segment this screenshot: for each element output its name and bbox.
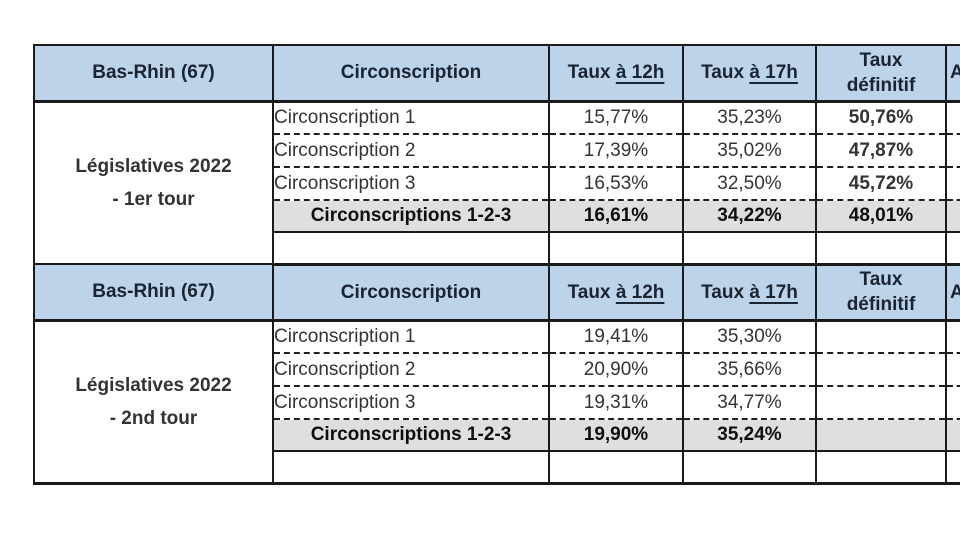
taux-12h-header-time: à 12h <box>615 281 665 303</box>
partial-column-cell <box>945 200 960 233</box>
taux-17h-cell: 32,50% <box>682 167 817 201</box>
taux-definitif-header-cell: Taux définitif <box>815 263 947 322</box>
summary-row: Circonscriptions 1-2-3 16,61% 34,22% 48,… <box>34 200 960 233</box>
spacer-cell <box>548 451 684 485</box>
taux-17h-cell: 34,77% <box>682 386 817 420</box>
spacer-cell <box>945 451 960 485</box>
data-row: Législatives 2022 - 2nd tour Circonscrip… <box>33 320 960 484</box>
election-label-cell: Législatives 2022 - 1er tour <box>33 101 274 265</box>
taux-definitif-header-cell: Taux définitif <box>815 44 947 103</box>
turnout-table-grid: Bas-Rhin (67) Circonscription Taux à 12h… <box>33 44 960 485</box>
partial-column-cell <box>945 353 960 387</box>
spacer-cell <box>945 232 960 266</box>
summary-row: Circonscriptions 1-2-3 19,90% 35,24% <box>34 419 960 452</box>
taux-definitif-cell <box>815 386 947 420</box>
circonscription-cell: Circonscription 1 <box>272 101 550 135</box>
taux-definitif-header-line2: définitif <box>846 294 916 315</box>
taux-12h-header-time: à 12h <box>615 62 665 84</box>
taux-definitif-header-line1: Taux <box>859 49 903 71</box>
taux-definitif-cell <box>815 353 947 387</box>
taux-12h-header-prefix: Taux <box>567 62 611 84</box>
taux-17h-header-prefix: Taux <box>701 281 745 303</box>
taux-17h-cell: 35,30% <box>682 320 817 354</box>
taux-12h-cell: 15,77% <box>548 101 684 135</box>
circonscription-cell: Circonscription 3 <box>272 167 550 201</box>
taux-12h-cell: 17,39% <box>548 134 684 168</box>
election-title: Législatives 2022 <box>75 374 232 396</box>
taux-definitif-header-line1: Taux <box>859 269 903 290</box>
taux-17h-cell: 35,02% <box>682 134 817 168</box>
data-row: Circonscription 2 17,39% 35,02% 47,87% <box>34 134 960 168</box>
spacer-cell <box>272 451 550 485</box>
taux-definitif-cell: 47,87% <box>815 134 947 168</box>
spacer-cell <box>682 232 817 266</box>
data-row: Circonscription 2 20,90% 35,66% <box>34 353 960 387</box>
partial-column-cell <box>945 101 960 135</box>
circonscription-cell: Circonscription 3 <box>272 386 550 420</box>
summary-taux-definitif-cell <box>815 419 947 452</box>
spacer-cell <box>815 232 947 266</box>
data-row: Législatives 2022 - 1er tour Circonscrip… <box>33 101 960 265</box>
spacer-cell <box>272 232 550 266</box>
summary-taux-12h-cell: 16,61% <box>548 200 684 233</box>
circonscription-header-cell: Circonscription <box>272 263 550 322</box>
circonscription-cell: Circonscription 2 <box>272 134 550 168</box>
taux-17h-header-prefix: Taux <box>701 62 745 84</box>
summary-taux-17h-cell: 35,24% <box>682 419 817 452</box>
partial-column-header-cell: A <box>945 263 960 322</box>
spacer-cell <box>548 232 684 266</box>
summary-taux-17h-cell: 34,22% <box>682 200 817 233</box>
taux-17h-cell: 35,23% <box>682 101 817 135</box>
taux-definitif-header-line2: définitif <box>846 74 916 96</box>
data-row: Circonscription 3 16,53% 32,50% 45,72% <box>34 167 960 201</box>
partial-column-cell <box>945 419 960 452</box>
taux-definitif-cell: 50,76% <box>815 101 947 135</box>
taux-12h-header-cell: Taux à 12h <box>548 44 684 103</box>
region-header-cell: Bas-Rhin (67) <box>33 263 274 322</box>
taux-12h-cell: 16,53% <box>548 167 684 201</box>
taux-17h-header-cell: Taux à 17h <box>682 263 817 322</box>
taux-12h-header-cell: Taux à 12h <box>548 263 684 322</box>
taux-definitif-cell: 45,72% <box>815 167 947 201</box>
spacer-cell <box>815 451 947 485</box>
region-header-cell: Bas-Rhin (67) <box>33 44 274 103</box>
taux-12h-cell: 19,31% <box>548 386 684 420</box>
turnout-table: Bas-Rhin (67) Circonscription Taux à 12h… <box>33 44 960 514</box>
partial-column-cell <box>945 134 960 168</box>
taux-12h-cell: 20,90% <box>548 353 684 387</box>
taux-17h-cell: 35,66% <box>682 353 817 387</box>
taux-12h-header-prefix: Taux <box>567 281 611 303</box>
header-row-round2: Bas-Rhin (67) Circonscription Taux à 12h… <box>33 263 960 322</box>
header-row-round1: Bas-Rhin (67) Circonscription Taux à 12h… <box>33 44 960 103</box>
taux-17h-header-cell: Taux à 17h <box>682 44 817 103</box>
circonscription-header-cell: Circonscription <box>272 44 550 103</box>
taux-17h-header-time: à 17h <box>749 62 798 84</box>
summary-label-cell: Circonscriptions 1-2-3 <box>272 419 550 452</box>
partial-column-cell <box>945 167 960 201</box>
circonscription-cell: Circonscription 1 <box>272 320 550 354</box>
spacer-cell <box>682 451 817 485</box>
partial-column-header-cell: A <box>945 44 960 103</box>
summary-label-cell: Circonscriptions 1-2-3 <box>272 200 550 233</box>
spacer-row <box>34 451 960 485</box>
taux-definitif-cell <box>815 320 947 354</box>
election-round: - 2nd tour <box>109 407 198 429</box>
election-label-cell: Législatives 2022 - 2nd tour <box>33 320 274 484</box>
spacer-row <box>34 232 960 266</box>
taux-12h-cell: 19,41% <box>548 320 684 354</box>
election-title: Législatives 2022 <box>75 155 232 177</box>
partial-column-cell <box>945 386 960 420</box>
summary-taux-definitif-cell: 48,01% <box>815 200 947 233</box>
election-round: - 1er tour <box>112 188 195 210</box>
data-row: Circonscription 3 19,31% 34,77% <box>34 386 960 420</box>
summary-taux-12h-cell: 19,90% <box>548 419 684 452</box>
taux-17h-header-time: à 17h <box>749 281 798 303</box>
partial-column-cell <box>945 320 960 354</box>
circonscription-cell: Circonscription 2 <box>272 353 550 387</box>
